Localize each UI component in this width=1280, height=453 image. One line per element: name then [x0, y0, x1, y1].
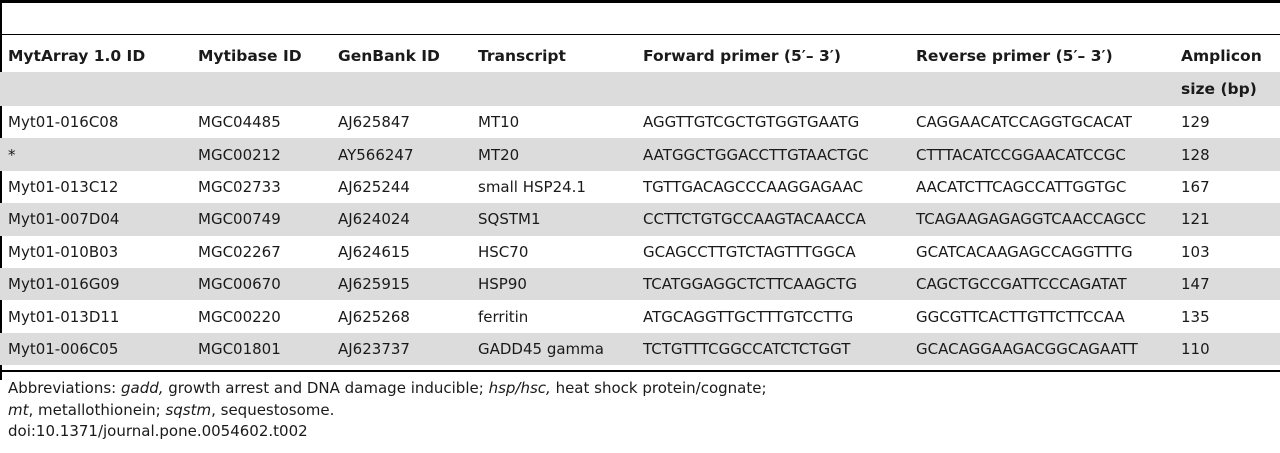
cell-genbank-id: AJ623737: [330, 332, 470, 366]
cell-reverse-primer: GCATCACAAGAGCCAGGTTTG: [916, 242, 1133, 261]
cell-mytarray-id: Myt01-016G09: [0, 267, 190, 301]
table-row: * MGC00212 AY566247 MT20 AATGGCTGGACCTTG…: [0, 138, 1280, 171]
header-reverse-primer: Reverse primer (5′– 3′): [916, 47, 1113, 65]
cell-amplicon-size: 129: [1181, 113, 1210, 132]
cell-genbank-id: AJ624615: [338, 242, 410, 261]
header-blank: [908, 72, 1181, 106]
cell-mytibase-id: MGC04485: [198, 113, 281, 132]
cell-transcript: MT20: [470, 138, 635, 171]
cell-mytibase-id: MGC02267: [198, 242, 281, 261]
footnote-line-1: Abbreviations: gadd, growth arrest and D…: [8, 378, 767, 400]
cell-genbank-id: AJ625268: [338, 307, 410, 326]
header-transcript: Transcript: [478, 47, 566, 65]
header-forward-primer: Forward primer (5′– 3′): [643, 47, 841, 65]
cell-reverse-primer: CAGCTGCCGATTCCCAGATAT: [908, 267, 1181, 301]
cell-genbank-id: AJ624024: [330, 203, 470, 236]
footnote-line-2: mt, metallothionein; sqstm, sequestosome…: [8, 400, 767, 422]
cell-transcript: MT10: [478, 113, 520, 132]
cell-amplicon-size: 167: [1181, 177, 1210, 196]
cell-forward-primer: AATGGCTGGACCTTGTAACTGC: [635, 138, 908, 171]
cell-mytarray-id: Myt01-007D04: [0, 203, 190, 236]
header-amplicon-size: size (bp): [1181, 72, 1280, 106]
cell-amplicon-size: 135: [1181, 307, 1210, 326]
cell-mytarray-id: Myt01-010B03: [8, 242, 119, 261]
table-row: Myt01-016G09 MGC00670 AJ625915 HSP90 TCA…: [0, 267, 1280, 301]
header-blank: [635, 72, 908, 106]
cell-transcript: SQSTM1: [470, 203, 635, 236]
header-blank: [190, 72, 330, 106]
cell-forward-primer: CCTTCTGTGCCAAGTACAACCA: [635, 203, 908, 236]
cell-mytarray-id: Myt01-013D11: [8, 307, 120, 326]
header-rule: [0, 34, 1280, 35]
cell-forward-primer: TCATGGAGGCTCTTCAAGCTG: [635, 267, 908, 301]
abbr-gadd-term: gadd,: [120, 379, 164, 397]
abbr-sqstm-term: sqstm: [165, 400, 212, 419]
cell-amplicon-size: 103: [1181, 242, 1210, 261]
table-row: Myt01-006C05 MGC01801 AJ623737 GADD45 ga…: [0, 332, 1280, 366]
cell-forward-primer: GCAGCCTTGTCTAGTTTGGCA: [643, 242, 856, 261]
header-blank: [330, 72, 470, 106]
cell-reverse-primer: CAGGAACATCCAGGTGCACAT: [916, 113, 1132, 132]
abbr-sqstm-definition: , sequestosome.: [211, 400, 335, 419]
cell-reverse-primer: AACATCTTCAGCCATTGGTGC: [916, 177, 1127, 196]
table-row: Myt01-010B03 MGC02267 AJ624615 HSC70 GCA…: [0, 236, 1280, 268]
cell-mytibase-id: MGC00749: [190, 203, 330, 236]
table-row: Myt01-013C12 MGC02733 AJ625244 small HSP…: [0, 171, 1280, 203]
cell-mytarray-id: Myt01-016C08: [8, 113, 119, 132]
table-footnotes: Abbreviations: gadd, growth arrest and D…: [8, 378, 767, 443]
cell-amplicon-size: 110: [1181, 332, 1280, 366]
cell-mytarray-id: Myt01-013C12: [8, 177, 119, 196]
primer-table: MytArray 1.0 ID Mytibase ID GenBank ID T…: [0, 40, 1280, 366]
abbr-hsp-definition: heat shock protein/cognate;: [550, 379, 767, 397]
cell-reverse-primer: GCACAGGAAGACGGCAGAATT: [908, 332, 1181, 366]
cell-amplicon-size: 121: [1181, 203, 1280, 236]
abbr-gadd-definition: growth arrest and DNA damage inducible;: [163, 379, 489, 397]
cell-forward-primer: ATGCAGGTTGCTTTGTCCTTG: [643, 307, 854, 326]
header-mytarray-id: MytArray 1.0 ID: [8, 47, 146, 65]
header-mytibase-id: Mytibase ID: [198, 47, 302, 65]
cell-amplicon-size: 147: [1181, 267, 1280, 301]
cell-mytibase-id: MGC00212: [190, 138, 330, 171]
table-row: Myt01-013D11 MGC00220 AJ625268 ferritin …: [0, 300, 1280, 332]
cell-transcript: HSC70: [478, 242, 529, 261]
cell-mytibase-id: MGC00220: [198, 307, 281, 326]
cell-genbank-id: AJ625244: [338, 177, 410, 196]
header-row: MytArray 1.0 ID Mytibase ID GenBank ID T…: [0, 40, 1280, 72]
cell-mytarray-id: *: [0, 138, 190, 171]
header-blank: [0, 72, 190, 106]
top-rule: [0, 0, 1280, 3]
cell-forward-primer: TCTGTTTCGGCCATCTCTGGT: [635, 332, 908, 366]
doi-text: doi:10.1371/journal.pone.0054602.t002: [8, 422, 308, 440]
abbr-mt-definition: , metallothionein;: [28, 400, 166, 419]
cell-genbank-id: AY566247: [330, 138, 470, 171]
cell-reverse-primer: TCAGAAGAGAGGTCAACCAGCC: [908, 203, 1181, 236]
header-blank: [470, 72, 635, 106]
abbr-hsp-term: hsp/hsc,: [488, 379, 551, 397]
cell-forward-primer: AGGTTGTCGCTGTGGTGAATG: [643, 113, 860, 132]
abbr-mt-term: mt: [8, 400, 29, 419]
cell-reverse-primer: GGCGTTCACTTGTTCTTCCAA: [916, 307, 1125, 326]
cell-mytibase-id: MGC01801: [190, 332, 330, 366]
cell-mytibase-id: MGC02733: [198, 177, 281, 196]
cell-mytarray-id: Myt01-006C05: [0, 332, 190, 366]
header-genbank-id: GenBank ID: [338, 47, 440, 65]
cell-transcript: small HSP24.1: [478, 177, 586, 196]
cell-transcript: ferritin: [478, 307, 529, 326]
cell-genbank-id: AJ625847: [338, 113, 410, 132]
header-row-continued: size (bp): [0, 72, 1280, 106]
cell-genbank-id: AJ625915: [330, 267, 470, 301]
left-rule: [0, 0, 2, 380]
cell-transcript: HSP90: [470, 267, 635, 301]
table-row: Myt01-007D04 MGC00749 AJ624024 SQSTM1 CC…: [0, 203, 1280, 236]
abbreviations-label: Abbreviations:: [8, 379, 121, 397]
cell-amplicon-size: 128: [1181, 138, 1280, 171]
bottom-rule: [0, 370, 1280, 372]
cell-transcript: GADD45 gamma: [470, 332, 635, 366]
cell-forward-primer: TGTTGACAGCCCAAGGAGAAC: [643, 177, 864, 196]
cell-mytibase-id: MGC00670: [190, 267, 330, 301]
cell-reverse-primer: CTTTACATCCGGAACATCCGC: [908, 138, 1181, 171]
table-row: Myt01-016C08 MGC04485 AJ625847 MT10 AGGT…: [0, 106, 1280, 138]
header-amplicon: Amplicon: [1181, 47, 1262, 65]
